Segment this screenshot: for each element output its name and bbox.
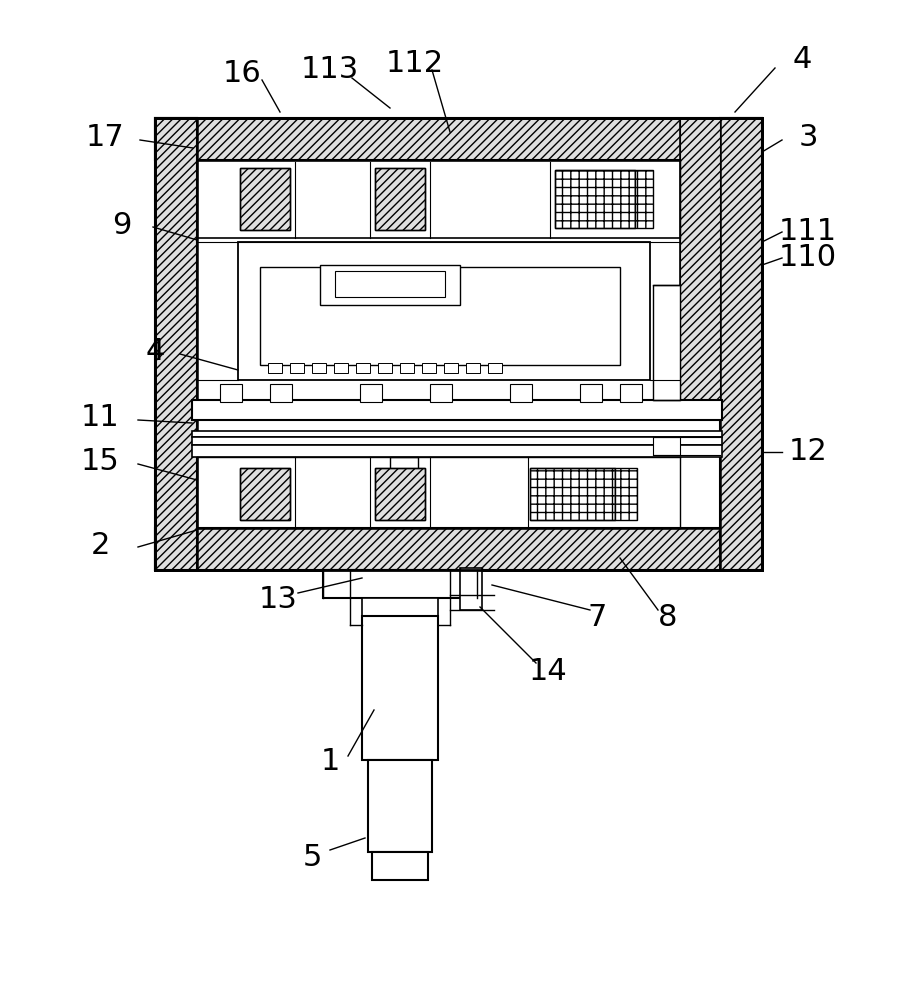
- Bar: [238, 242, 650, 380]
- Bar: [466, 363, 480, 373]
- Bar: [530, 468, 615, 520]
- Bar: [653, 285, 680, 400]
- Bar: [555, 170, 635, 228]
- Bar: [192, 437, 722, 445]
- Bar: [334, 363, 348, 373]
- Bar: [422, 363, 436, 373]
- Bar: [680, 118, 720, 400]
- Bar: [155, 528, 762, 570]
- Bar: [155, 118, 197, 570]
- Bar: [192, 445, 722, 457]
- Bar: [240, 168, 290, 230]
- Text: 111: 111: [779, 218, 837, 246]
- Bar: [372, 852, 428, 880]
- Bar: [720, 118, 762, 570]
- Text: 3: 3: [798, 123, 818, 152]
- Bar: [375, 168, 425, 230]
- Bar: [555, 170, 635, 228]
- Bar: [323, 570, 477, 598]
- Text: 113: 113: [301, 55, 359, 85]
- Text: 1: 1: [321, 748, 339, 776]
- Bar: [444, 363, 458, 373]
- Bar: [510, 384, 532, 402]
- Bar: [720, 118, 762, 570]
- Bar: [290, 363, 304, 373]
- Bar: [680, 118, 720, 400]
- Bar: [312, 363, 326, 373]
- Text: 2: 2: [91, 530, 110, 560]
- Text: 8: 8: [658, 603, 678, 633]
- Text: 13: 13: [259, 585, 297, 614]
- Text: 5: 5: [303, 844, 321, 872]
- Bar: [356, 363, 370, 373]
- Bar: [155, 118, 762, 160]
- Bar: [260, 267, 620, 365]
- Text: 15: 15: [81, 448, 119, 477]
- Bar: [155, 118, 762, 570]
- Bar: [155, 118, 762, 160]
- Bar: [460, 568, 482, 610]
- Bar: [335, 271, 445, 297]
- Bar: [155, 118, 197, 570]
- Bar: [375, 168, 425, 230]
- Bar: [635, 170, 653, 228]
- Bar: [615, 468, 637, 520]
- Bar: [580, 384, 602, 402]
- Bar: [240, 468, 290, 520]
- Bar: [362, 598, 438, 616]
- Text: 9: 9: [112, 211, 132, 239]
- Bar: [430, 384, 452, 402]
- Bar: [268, 363, 282, 373]
- Bar: [390, 457, 418, 475]
- Text: 14: 14: [529, 658, 568, 686]
- Bar: [192, 431, 722, 437]
- Bar: [240, 468, 290, 520]
- Bar: [362, 616, 438, 760]
- Text: 7: 7: [587, 603, 607, 633]
- Bar: [620, 384, 642, 402]
- Bar: [197, 160, 680, 528]
- Bar: [360, 384, 382, 402]
- Bar: [320, 265, 460, 305]
- Bar: [375, 468, 425, 520]
- Bar: [270, 384, 292, 402]
- Bar: [530, 468, 615, 520]
- Bar: [155, 528, 762, 570]
- Bar: [220, 384, 242, 402]
- Bar: [240, 168, 290, 230]
- Text: 4: 4: [792, 45, 812, 75]
- Bar: [155, 118, 762, 570]
- Text: 17: 17: [85, 123, 125, 152]
- Bar: [378, 363, 392, 373]
- Text: 12: 12: [788, 438, 827, 466]
- Bar: [400, 363, 414, 373]
- Bar: [368, 760, 432, 852]
- Bar: [653, 437, 680, 455]
- Bar: [192, 400, 722, 420]
- Text: 11: 11: [81, 403, 119, 432]
- Text: 110: 110: [779, 243, 837, 272]
- Text: 112: 112: [386, 48, 445, 78]
- Text: 4: 4: [145, 338, 164, 366]
- Bar: [375, 468, 425, 520]
- Text: 16: 16: [223, 58, 261, 88]
- Bar: [488, 363, 502, 373]
